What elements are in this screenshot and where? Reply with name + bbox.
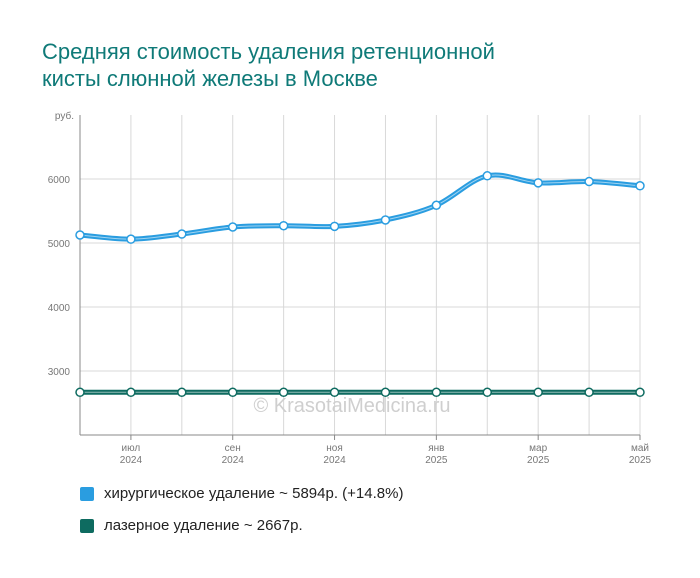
chart-title: Средняя стоимость удаления ретенционной … — [42, 38, 602, 92]
series-point-1 — [177, 387, 187, 398]
x-tick-label-month: мар — [529, 443, 547, 454]
series-point-0 — [482, 171, 493, 181]
series-point-1 — [482, 387, 493, 398]
series-point-0 — [177, 229, 187, 239]
chart-title-line-2: кисты слюнной железы в Москве — [42, 66, 378, 91]
series-point-0 — [126, 234, 136, 244]
x-tick-label-year: 2025 — [425, 455, 448, 466]
series-point-0 — [278, 220, 289, 231]
x-tick-label-month: сен — [225, 443, 241, 454]
y-tick-label: 4000 — [48, 303, 71, 314]
watermark-text: © KrasotaiMedicina.ru — [253, 395, 450, 417]
y-tick-label: 6000 — [48, 175, 71, 186]
series-point-0 — [329, 221, 340, 232]
series-point-1 — [126, 387, 136, 398]
series-point-1 — [227, 387, 238, 398]
x-tick-label-year: 2024 — [323, 455, 346, 466]
legend-swatch-surgical — [80, 487, 94, 501]
chart-title-line-1: Средняя стоимость удаления ретенционной — [42, 39, 495, 64]
series-point-0 — [227, 222, 238, 232]
legend-label-surgical: хирургическое удаление ~ 5894р. (+14.8%) — [104, 485, 404, 502]
series-point-1 — [533, 387, 543, 398]
series-point-1 — [75, 387, 85, 398]
series-point-0 — [75, 230, 85, 240]
x-tick-label-month: июл — [122, 443, 141, 454]
y-tick-label: 3000 — [48, 367, 71, 378]
series-point-0 — [431, 200, 442, 210]
series-point-1 — [584, 387, 594, 398]
y-tick-label: 5000 — [48, 239, 71, 250]
series-point-1 — [329, 387, 340, 398]
x-tick-label-year: 2024 — [120, 455, 143, 466]
x-tick-label-month: ноя — [326, 443, 343, 454]
legend-label-laser: лазерное удаление ~ 2667р. — [104, 517, 303, 534]
x-tick-label-year: 2025 — [527, 455, 550, 466]
series-point-1 — [635, 387, 645, 398]
series-point-1 — [380, 387, 391, 398]
series-point-1 — [431, 387, 442, 398]
series-point-1 — [278, 387, 289, 398]
x-tick-label-year: 2025 — [629, 455, 652, 466]
series-point-0 — [533, 178, 543, 188]
legend-swatch-laser — [80, 519, 94, 533]
line-chart: 3000400050006000руб.июл2024сен2024ноя202… — [48, 110, 652, 466]
series-point-0 — [380, 215, 391, 225]
x-tick-label-month: май — [631, 443, 649, 454]
series-point-0 — [584, 176, 594, 187]
y-axis-unit-label: руб. — [55, 110, 74, 122]
series-line-0 — [77, 172, 643, 242]
x-tick-label-month: янв — [428, 443, 444, 454]
series-point-0 — [635, 181, 645, 191]
x-tick-label-year: 2024 — [222, 455, 245, 466]
